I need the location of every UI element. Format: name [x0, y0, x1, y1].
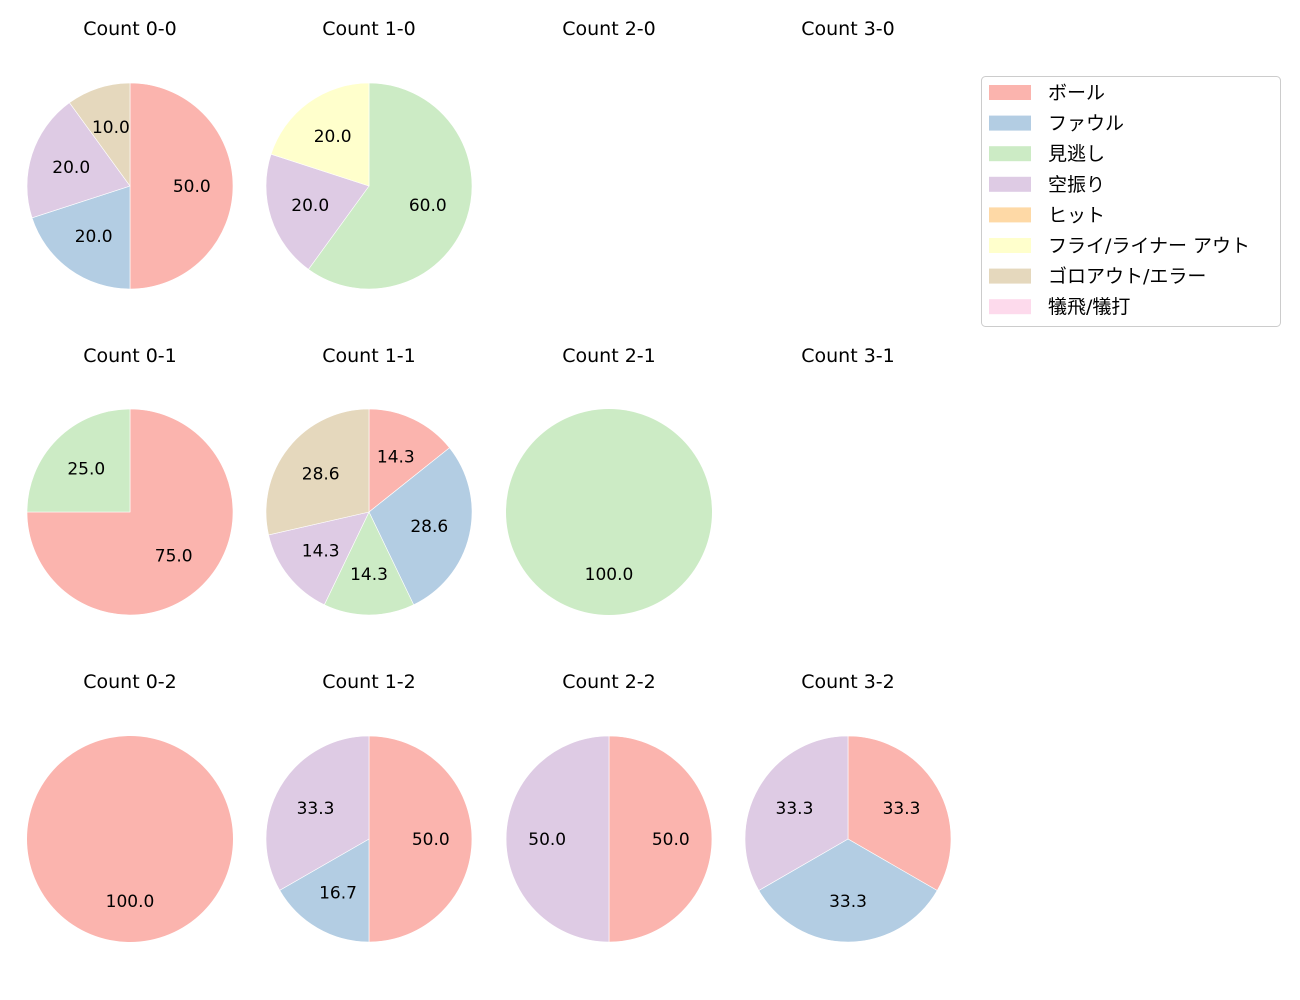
pie-title: Count 0-2	[83, 671, 177, 693]
pie-count-0-0: Count 0-050.020.020.010.0	[26, 18, 234, 290]
legend-item: 見逃し	[989, 143, 1105, 165]
slice-label: 10.0	[92, 118, 130, 138]
pie-slice	[744, 735, 849, 891]
pie-slice	[26, 102, 131, 219]
legend-label: ボール	[1048, 82, 1105, 104]
pie-slice	[308, 82, 473, 290]
legend-label: ヒット	[1048, 204, 1105, 226]
pie-title: Count 2-1	[562, 345, 656, 367]
legend-swatch	[989, 299, 1031, 315]
legend-item: フライ/ライナー アウト	[989, 235, 1250, 257]
legend-item: ファウル	[989, 113, 1124, 135]
pie-title: Count 2-2	[562, 671, 656, 693]
legend-swatch	[989, 268, 1031, 284]
legend-item: 空振り	[989, 174, 1105, 196]
slice-label: 33.3	[776, 799, 814, 819]
pie-slice	[31, 185, 131, 290]
legend-item: ボール	[989, 82, 1105, 104]
pie-title: Count 1-1	[322, 345, 416, 367]
pie-slice	[129, 82, 234, 290]
slice-label: 33.3	[297, 799, 335, 819]
legend-label: フライ/ライナー アウト	[1048, 235, 1250, 257]
pie-count-0-2: Count 0-2 100.0	[27, 671, 233, 942]
pie-title: Count 0-1	[83, 345, 177, 367]
legend-swatch	[989, 207, 1031, 223]
pie-count-3-0: Count 3-0	[801, 18, 895, 40]
slice-label: 20.0	[291, 196, 329, 216]
legend-swatch	[989, 115, 1031, 131]
pie-slice	[368, 408, 450, 513]
slice-label: 75.0	[155, 547, 193, 567]
pie-slice	[26, 408, 131, 513]
legend-swatch	[989, 176, 1031, 192]
pie-slice	[323, 511, 415, 616]
slice-label: 14.3	[302, 542, 340, 562]
slice-label: 20.0	[52, 158, 90, 178]
pie-slice	[368, 447, 473, 606]
pie-slice	[69, 82, 131, 187]
pie-slice	[368, 735, 473, 943]
slice-label: 28.6	[410, 517, 448, 537]
legend-frame	[981, 76, 1281, 327]
slice-label: 50.0	[412, 830, 450, 850]
pie-slice	[279, 838, 370, 943]
pie-count-0-1: Count 0-1 75.0 25.0	[26, 345, 234, 616]
slice-label: 50.0	[652, 830, 690, 850]
pie-title: Count 0-0	[83, 18, 177, 40]
pie-slice	[847, 735, 952, 891]
legend-swatch	[989, 146, 1031, 162]
slice-label: 33.3	[829, 892, 867, 912]
slice-label: 100.0	[106, 892, 155, 912]
pie-title: Count 1-0	[322, 18, 416, 40]
pie-count-1-1: Count 1-1 14.3 28.6 14.3 14.3 28.6	[265, 345, 473, 616]
slice-label: 33.3	[883, 799, 921, 819]
slice-label: 50.0	[528, 830, 566, 850]
pie-count-2-0: Count 2-0	[562, 18, 656, 40]
pie-count-3-2: Count 3-2 33.3 33.3 33.3	[744, 671, 952, 943]
slice-label: 60.0	[409, 196, 447, 216]
legend-item: ゴロアウト/エラー	[989, 266, 1206, 288]
slice-label: 16.7	[319, 883, 357, 903]
legend-label: 犠飛/犠打	[1048, 296, 1130, 318]
slice-label: 20.0	[314, 127, 352, 147]
pie-title: Count 2-0	[562, 18, 656, 40]
slice-label: 14.3	[377, 447, 415, 467]
slice-label: 14.3	[350, 565, 388, 585]
pie-slice	[505, 735, 610, 943]
pie-count-2-2: Count 2-2 50.0 50.0	[505, 671, 713, 943]
legend-label: 空振り	[1048, 174, 1105, 196]
pie-count-1-2: Count 1-2 50.0 16.7 33.3	[265, 671, 473, 943]
legend-swatch	[989, 238, 1031, 253]
pie-title: Count 1-2	[322, 671, 416, 693]
pie-slice	[265, 408, 370, 536]
slice-label: 100.0	[585, 565, 634, 585]
pie-count-2-1: Count 2-1 100.0	[506, 345, 712, 615]
pie-slice	[265, 735, 370, 891]
pie-slice	[27, 736, 233, 942]
pie-count-1-0: Count 1-0 60.0 20.0 20.0	[265, 18, 473, 290]
pie-slice	[26, 408, 234, 616]
slice-label: 20.0	[75, 227, 113, 247]
pie-count-3-1: Count 3-1	[801, 345, 895, 367]
pie-title: Count 3-0	[801, 18, 895, 40]
legend-item: 犠飛/犠打	[989, 296, 1130, 318]
pie-title: Count 3-2	[801, 671, 895, 693]
slice-label: 25.0	[67, 459, 105, 479]
legend-label: ファウル	[1048, 113, 1124, 135]
pie-slice	[268, 511, 370, 606]
pie-slice	[506, 409, 712, 615]
slice-label: 28.6	[302, 464, 340, 484]
pie-title: Count 3-1	[801, 345, 895, 367]
legend-label: ゴロアウト/エラー	[1048, 266, 1206, 288]
pie-slice	[270, 82, 370, 187]
legend-item: ヒット	[989, 204, 1105, 226]
legend-swatch	[989, 85, 1031, 100]
legend-label: 見逃し	[1048, 143, 1105, 165]
slice-label: 50.0	[173, 177, 211, 197]
pie-slice	[608, 735, 713, 943]
pie-slice	[265, 153, 370, 270]
